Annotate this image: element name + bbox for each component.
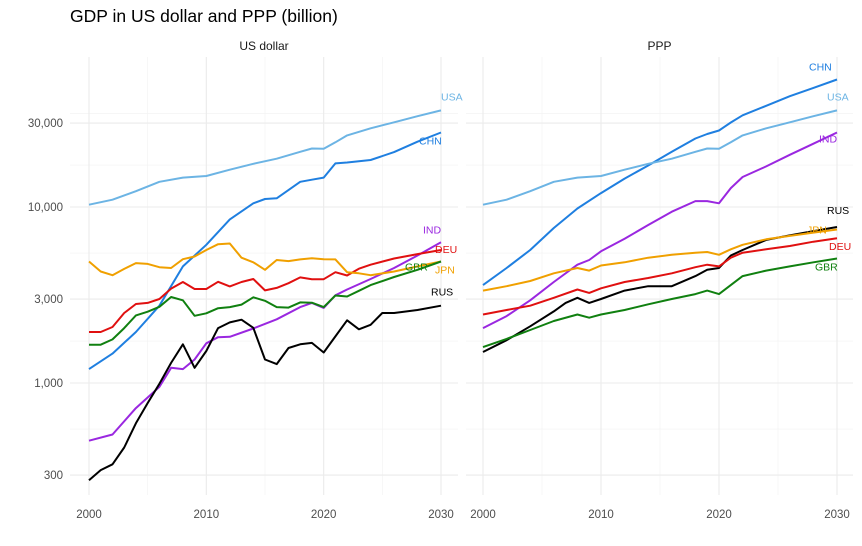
us-dollar-label-chn: CHN — [419, 136, 442, 148]
us-dollar-series-rus — [88, 304, 442, 482]
us-dollar-label-ind: IND — [423, 224, 442, 236]
ppp-x-tick-label: 2020 — [706, 509, 732, 521]
us-dollar-series-usa — [88, 109, 442, 206]
ppp-series-ind — [482, 131, 838, 329]
ppp-label-ind: IND — [819, 134, 838, 146]
us-dollar-panel-title: US dollar — [239, 39, 288, 53]
ppp-label-rus: RUS — [827, 205, 849, 217]
ppp-series-jpn — [482, 228, 838, 292]
ppp-x-tick-label: 2030 — [824, 509, 850, 521]
ppp-series-rus — [482, 226, 838, 353]
us-dollar-label-rus: RUS — [431, 287, 453, 299]
us-dollar-series-gbr — [89, 260, 442, 346]
ppp-label-jpn: JPN — [807, 225, 827, 237]
ppp-panel-title: PPP — [647, 39, 671, 53]
ppp-label-deu: DEU — [829, 241, 851, 253]
ppp-series-chn — [482, 78, 838, 286]
us-dollar-x-tick-label: 2000 — [76, 509, 102, 521]
ppp-label-chn: CHN — [809, 62, 832, 74]
chart-title: GDP in US dollar and PPP (billion) — [70, 6, 338, 26]
ppp-label-gbr: GBR — [815, 261, 838, 273]
us-dollar-label-deu: DEU — [435, 244, 457, 256]
ppp-x-tick-label: 2010 — [588, 509, 614, 521]
us-dollar-y-tick-label: 30,000 — [28, 118, 63, 130]
ppp-series-gbr — [482, 257, 838, 349]
ppp-series-usa — [482, 109, 838, 206]
us-dollar-y-tick-label: 10,000 — [28, 202, 63, 214]
us-dollar-x-tick-label: 2030 — [428, 509, 454, 521]
ppp-series-deu — [482, 237, 838, 316]
us-dollar-y-tick-label: 1,000 — [34, 378, 63, 390]
us-dollar-y-tick-label: 3,000 — [34, 294, 63, 306]
us-dollar-label-gbr: GBR — [405, 262, 428, 274]
us-dollar-label-usa: USA — [441, 91, 463, 103]
us-dollar-y-tick-label: 300 — [44, 470, 63, 482]
us-dollar-x-tick-label: 2020 — [311, 509, 337, 521]
us-dollar-x-tick-label: 2010 — [194, 509, 220, 521]
us-dollar-label-jpn: JPN — [435, 265, 455, 277]
ppp-x-tick-label: 2000 — [470, 509, 496, 521]
ppp-label-usa: USA — [827, 91, 849, 103]
us-dollar-series-jpn — [88, 242, 442, 277]
